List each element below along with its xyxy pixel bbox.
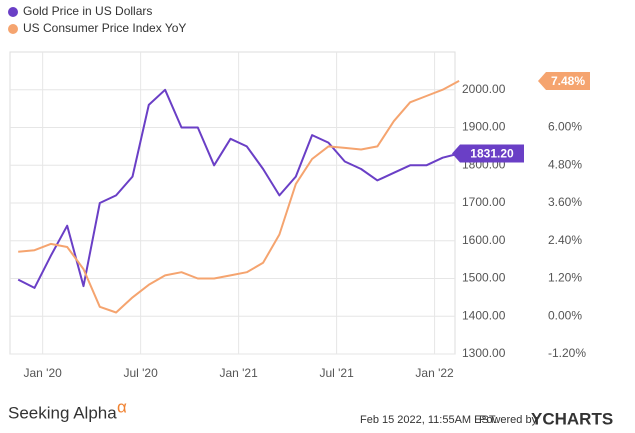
y2-tick-label: 3.60%	[548, 195, 582, 209]
y-tick-label: 1600.00	[462, 233, 506, 247]
value-label-box	[452, 144, 524, 163]
powered-by: Powered by	[479, 414, 538, 426]
legend-label: Gold Price in US Dollars	[23, 4, 152, 18]
y-tick-label: 1300.00	[462, 346, 506, 360]
x-tick-label: Jan '22	[415, 366, 454, 380]
y2-tick-label: 6.00%	[548, 120, 582, 134]
y-tick-label: 1400.00	[462, 308, 506, 322]
x-tick-label: Jan '20	[23, 366, 62, 380]
y-tick-label: 1900.00	[462, 120, 506, 134]
y2-tick-label: 4.80%	[548, 157, 582, 171]
y2-tick-label: 0.00%	[548, 308, 582, 322]
provider: YCHARTS	[531, 409, 613, 428]
brand-mark: α	[117, 397, 127, 416]
legend-label: US Consumer Price Index YoY	[23, 21, 186, 35]
legend-marker	[8, 7, 18, 17]
brand: Seeking Alpha	[8, 403, 117, 422]
y2-tick-label: 2.40%	[548, 233, 582, 247]
value-label: 7.48%	[551, 74, 585, 88]
x-tick-label: Jul '20	[123, 366, 158, 380]
x-tick-label: Jul '21	[319, 366, 354, 380]
value-label-box	[538, 71, 590, 90]
legend-marker	[8, 24, 18, 34]
timestamp: Feb 15 2022, 11:55AM EST.	[360, 414, 497, 426]
x-tick-label: Jan '21	[219, 366, 258, 380]
series-line	[17, 88, 460, 289]
y2-tick-label: -1.20%	[548, 346, 586, 360]
series-line	[18, 80, 460, 314]
y2-tick-label: 1.20%	[548, 271, 582, 285]
y-tick-label: 1500.00	[462, 271, 506, 285]
y-tick-label: 2000.00	[462, 82, 506, 96]
value-label: 1831.20	[470, 147, 514, 161]
y-tick-label: 1700.00	[462, 195, 506, 209]
